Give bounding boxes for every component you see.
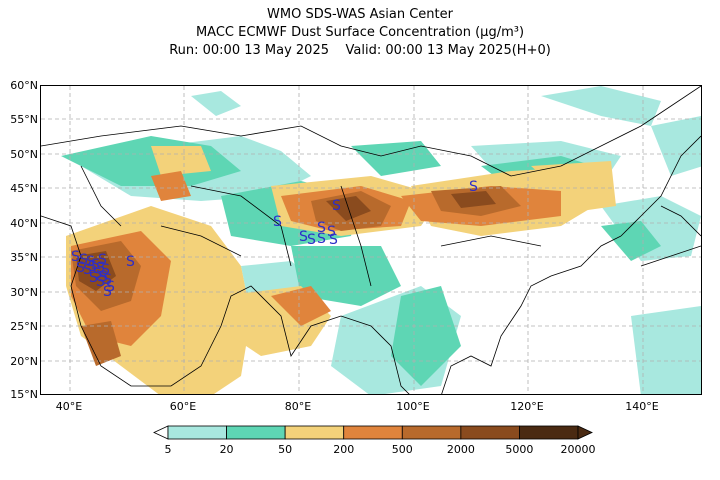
colorbar-level-label: 2000 bbox=[446, 443, 475, 456]
coastlines bbox=[41, 86, 701, 394]
lat-label-30: 30°N bbox=[10, 286, 38, 299]
dust-storm-symbol: S bbox=[76, 260, 85, 276]
colorbar-over-arrow bbox=[577, 425, 593, 440]
dust-storm-symbol: S bbox=[103, 284, 112, 300]
dust-storm-symbol: S bbox=[96, 274, 105, 290]
colorbar-swatch bbox=[519, 425, 579, 440]
dust-storm-symbol: S bbox=[317, 220, 326, 236]
colorbar-swatch bbox=[167, 425, 227, 440]
title-line-1: WMO SDS-WAS Asian Center bbox=[267, 7, 453, 22]
title-line-2: MACC ECMWF Dust Surface Concentration (μ… bbox=[195, 25, 525, 40]
dust-storm-symbol: S bbox=[469, 179, 478, 195]
title-line-3: Run: 00:00 13 May 2025 Valid: 00:00 13 M… bbox=[169, 43, 551, 58]
colorbar-level-label: 50 bbox=[278, 443, 293, 456]
colorbar-swatch bbox=[226, 425, 286, 440]
dust-storm-symbol: S bbox=[103, 272, 112, 288]
lon-label-100: 100°E bbox=[396, 400, 430, 413]
dust-storm-symbol: S bbox=[332, 198, 341, 214]
dust-storm-symbol: S bbox=[79, 252, 88, 268]
dust-storm-symbol: S bbox=[89, 270, 98, 286]
dust-storm-symbol: S bbox=[106, 279, 115, 295]
lon-label-120: 120°E bbox=[510, 400, 544, 413]
dust-storm-symbol: S bbox=[91, 257, 100, 273]
colorbar-under-arrow bbox=[153, 425, 169, 440]
lon-label-80: 80°E bbox=[284, 400, 312, 413]
dust-storm-symbol: S bbox=[99, 269, 108, 285]
dust-storm-symbol: S bbox=[126, 254, 135, 270]
dust-storm-symbol: S bbox=[327, 224, 336, 240]
colorbar-swatch bbox=[284, 425, 345, 440]
colorbar-swatch bbox=[460, 425, 520, 440]
dust-storm-symbol: S bbox=[307, 232, 316, 248]
map-title: WMO SDS-WAS Asian Center MACC ECMWF Dust… bbox=[0, 6, 720, 60]
lon-label-60: 60°E bbox=[169, 400, 197, 413]
lat-label-25: 25°N bbox=[10, 320, 38, 333]
dust-storm-symbol: S bbox=[317, 231, 326, 247]
lat-label-45: 45°N bbox=[10, 182, 38, 195]
lat-label-55: 55°N bbox=[10, 113, 38, 126]
lat-label-35: 35°N bbox=[10, 251, 38, 264]
lat-label-50: 50°N bbox=[10, 148, 38, 161]
lat-label-20: 20°N bbox=[10, 355, 38, 368]
dust-storm-symbol: S bbox=[88, 259, 97, 275]
dust-storm-symbol: S bbox=[96, 260, 105, 276]
lat-label-60: 60°N bbox=[10, 79, 38, 92]
dust-storm-symbol: S bbox=[329, 232, 338, 248]
colorbar-level-label: 5000 bbox=[505, 443, 534, 456]
dust-storm-symbol: S bbox=[299, 229, 308, 245]
colorbar-level-label: 5 bbox=[164, 443, 172, 456]
lat-label-40: 40°N bbox=[10, 217, 38, 230]
dust-storm-symbol: S bbox=[93, 266, 102, 282]
colorbar-level-label: 200 bbox=[333, 443, 355, 456]
dust-storm-symbol: S bbox=[98, 252, 107, 268]
dust-storm-symbol: S bbox=[83, 262, 92, 278]
dust-storm-symbol: S bbox=[273, 214, 282, 230]
dust-storm-symbol: S bbox=[101, 262, 110, 278]
colorbar-swatch bbox=[401, 425, 462, 440]
colorbar-swatch bbox=[343, 425, 403, 440]
lat-label-15: 15°N bbox=[10, 388, 38, 401]
dust-storm-symbol: S bbox=[86, 254, 95, 270]
colorbar-level-label: 20 bbox=[219, 443, 234, 456]
colorbar-swatches bbox=[153, 425, 593, 440]
colorbar-level-label: 20000 bbox=[560, 443, 596, 456]
colorbar-level-label: 500 bbox=[391, 443, 413, 456]
lon-label-40: 40°E bbox=[55, 400, 83, 413]
dust-storm-symbol: S bbox=[71, 249, 80, 265]
lon-label-140: 140°E bbox=[625, 400, 659, 413]
